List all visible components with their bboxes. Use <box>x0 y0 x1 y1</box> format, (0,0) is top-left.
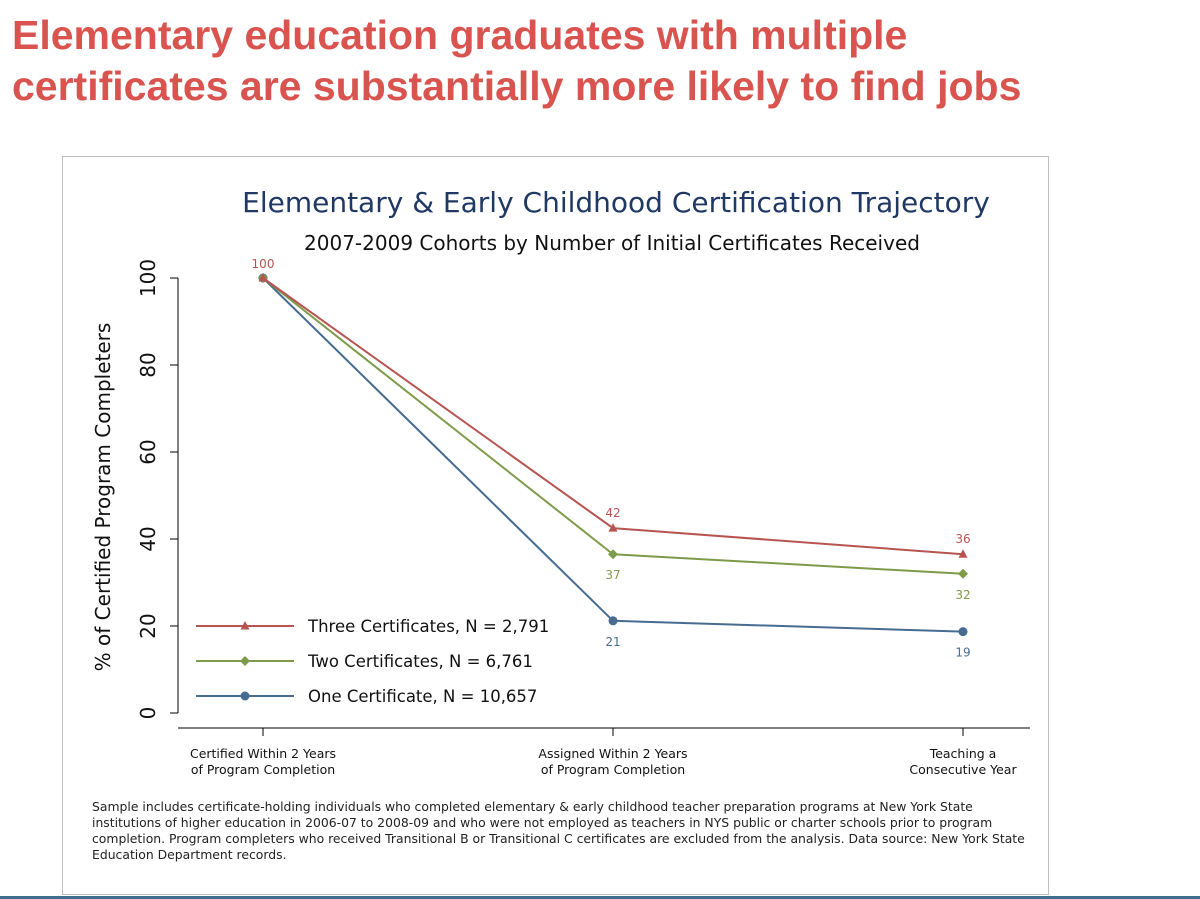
data-label: 32 <box>955 588 970 602</box>
x-tick-label: Consecutive Year <box>909 762 1017 777</box>
y-tick-label: 20 <box>136 613 160 638</box>
legend-label: One Certificate, N = 10,657 <box>308 687 537 706</box>
headline-line-1: Elementary education graduates with mult… <box>12 12 908 58</box>
data-point <box>258 273 268 282</box>
y-tick-label: 60 <box>136 439 160 464</box>
data-labels: 37 32 <box>605 568 970 602</box>
legend-item: Two Certificates, N = 6,761 <box>196 652 533 671</box>
chart-legend: Three Certificates, N = 2,791 Two Certifi… <box>196 617 549 706</box>
headline-line-2: certificates are substantially more like… <box>12 63 1022 109</box>
legend-item: Three Certificates, N = 2,791 <box>196 617 549 636</box>
x-tick-label: of Program Completion <box>541 762 685 777</box>
data-label: 42 <box>605 506 620 520</box>
legend-label: Two Certificates, N = 6,761 <box>307 652 533 671</box>
chart-series: 100 42 36 37 32 21 19 <box>252 257 971 660</box>
series-triangle <box>258 273 968 558</box>
legend-item: One Certificate, N = 10,657 <box>196 687 537 706</box>
data-label: 37 <box>605 568 620 582</box>
data-point <box>608 616 618 626</box>
chart-footnote: Sample includes certificate-holding indi… <box>92 799 1025 862</box>
data-labels: 21 19 <box>605 635 970 660</box>
data-point <box>958 549 968 558</box>
y-axis-label: % of Certified Program Completers <box>91 323 115 672</box>
slide-headline: Elementary education graduates with mult… <box>12 10 1192 112</box>
x-tick-label: of Program Completion <box>191 762 335 777</box>
data-point <box>608 523 618 532</box>
chart-title: Elementary & Early Childhood Certificati… <box>242 186 990 219</box>
data-point <box>608 549 618 560</box>
slide-bottom-rule <box>0 896 1200 899</box>
data-label: 100 <box>252 257 275 271</box>
legend-marker <box>240 691 250 701</box>
data-labels: 100 42 36 <box>252 257 971 546</box>
legend-label: Three Certificates, N = 2,791 <box>307 617 549 636</box>
x-tick-label: Certified Within 2 Years <box>190 746 336 761</box>
data-label: 19 <box>955 646 970 660</box>
y-tick-label: 80 <box>136 352 160 377</box>
data-label: 21 <box>605 635 620 649</box>
x-tick-label: Assigned Within 2 Years <box>538 746 687 761</box>
data-point <box>958 568 968 579</box>
y-tick-label: 40 <box>136 526 160 551</box>
series-diamond <box>258 273 968 579</box>
y-tick-label: 0 <box>136 707 160 720</box>
legend-marker <box>240 656 250 666</box>
y-tick-label: 100 <box>136 259 160 297</box>
chart-frame <box>62 156 1049 895</box>
data-point <box>958 627 968 637</box>
x-tick-label: Teaching a <box>929 746 997 761</box>
legend-marker <box>240 621 250 630</box>
data-label: 36 <box>955 532 970 546</box>
chart-subtitle: 2007-2009 Cohorts by Number of Initial C… <box>304 231 920 255</box>
